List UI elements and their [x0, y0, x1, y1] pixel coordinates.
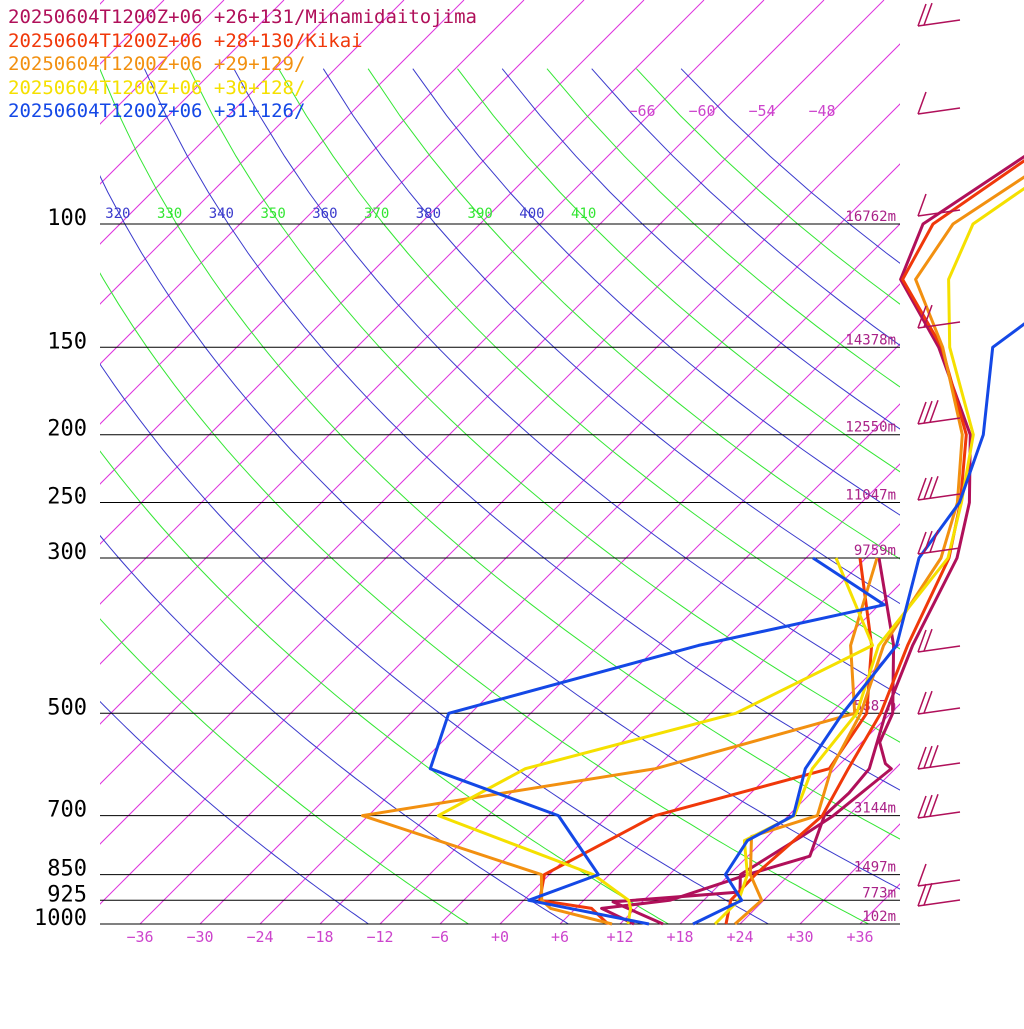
isotherm: [0, 0, 704, 924]
height-label: 9759m: [854, 543, 896, 559]
theta-label: 330: [157, 206, 182, 222]
legend-entry: 20250604T1200Z+06 +31+126/: [8, 100, 477, 124]
isotherm: [320, 0, 1024, 924]
x-tick-label: +6: [551, 928, 569, 946]
isotherm: [0, 0, 824, 924]
isotherm: [200, 0, 1024, 924]
height-label: 16762m: [845, 209, 896, 225]
x-tick-label: −12: [366, 928, 393, 946]
pressure-label: 925: [47, 882, 87, 907]
isotherm: [800, 0, 1024, 924]
x-tick-label: −18: [306, 928, 333, 946]
isotherm: [920, 0, 1024, 924]
pressure-label: 150: [47, 329, 87, 354]
height-label: 12550m: [845, 420, 896, 436]
x-tick-label: +30: [786, 928, 813, 946]
isotherm: [0, 0, 764, 924]
x-tick-label: −24: [246, 928, 273, 946]
x-tick-label: +24: [726, 928, 753, 946]
theta-label: 390: [468, 206, 493, 222]
isotherm-label: −48: [808, 102, 835, 120]
pressure-label: 850: [47, 857, 87, 882]
theta-label: 350: [260, 206, 285, 222]
wind-barb: [918, 883, 960, 906]
height-label: 1497m: [854, 860, 896, 876]
temperature-line-series-2: [735, 0, 1024, 924]
isotherm: [0, 0, 404, 924]
pressure-label: 300: [47, 540, 87, 565]
wind-barb: [918, 691, 960, 714]
height-label: 3144m: [854, 801, 896, 817]
wind-barb: [918, 629, 960, 652]
x-tick-label: +12: [606, 928, 633, 946]
wind-barb: [918, 864, 960, 886]
theta-label: 400: [519, 206, 544, 222]
legend-entry: 20250604T1200Z+06 +28+130/Kikai: [8, 30, 477, 54]
dry-adiabat: [10, 69, 868, 924]
wind-barb: [918, 476, 960, 500]
isotherm: [0, 0, 44, 924]
profiles: [362, 0, 1024, 924]
pressure-label: 100: [47, 206, 87, 231]
isotherm-label: −60: [688, 102, 715, 120]
wind-barb: [918, 745, 960, 769]
isotherm: [0, 0, 464, 924]
dry-adiabat: [0, 69, 769, 924]
isotherm: [980, 0, 1024, 924]
isotherm: [560, 0, 1024, 924]
theta-label: 360: [312, 206, 337, 222]
isotherm-label: −66: [628, 102, 655, 120]
x-tick-label: −30: [186, 928, 213, 946]
legend-entry: 20250604T1200Z+06 +29+129/: [8, 53, 477, 77]
pressure-label: 250: [47, 485, 87, 510]
x-tick-label: −36: [126, 928, 153, 946]
isotherm: [0, 0, 104, 924]
legend-entry: 20250604T1200Z+06 +26+131/Minamidaitojim…: [8, 6, 477, 30]
pressure-label: 1000: [34, 906, 87, 931]
dry-adiabat: [55, 69, 969, 924]
temperature-line-series-4: [693, 0, 1024, 924]
pressure-label: 200: [47, 417, 87, 442]
x-tick-label: +0: [491, 928, 509, 946]
wind-barbs: [918, 3, 960, 906]
pressure-label: 700: [47, 798, 87, 823]
isotherm: [260, 0, 1024, 924]
isotherm-label: −54: [748, 102, 775, 120]
isotherm: [0, 0, 164, 924]
legend: 20250604T1200Z+06 +26+131/Minamidaitojim…: [8, 6, 477, 124]
dewpoint-line-series-4: [430, 558, 884, 924]
pressure-label: 500: [47, 695, 87, 720]
wind-barb: [918, 3, 960, 26]
theta-label: 370: [364, 206, 389, 222]
isotherm: [440, 0, 1024, 924]
height-label: 11047m: [845, 488, 896, 504]
height-label: 14378m: [845, 332, 896, 348]
wind-barb: [918, 400, 960, 424]
isotherm: [0, 0, 224, 924]
legend-entry: 20250604T1200Z+06 +30+128/: [8, 77, 477, 101]
x-tick-label: −6: [431, 928, 449, 946]
theta-label: 380: [416, 206, 441, 222]
x-tick-label: +18: [666, 928, 693, 946]
height-label: 773m: [862, 885, 896, 901]
dewpoint-line-series-1: [540, 558, 872, 924]
theta-label: 340: [209, 206, 234, 222]
wind-barb: [918, 794, 960, 818]
isotherm: [0, 0, 344, 924]
dry-adiabat: [279, 69, 1024, 924]
dry-adiabat: [547, 69, 1024, 924]
theta-label: 320: [105, 206, 130, 222]
wind-barb: [918, 92, 960, 114]
x-tick-label: +36: [846, 928, 873, 946]
dry-adiabat: [189, 69, 1024, 924]
theta-label: 410: [571, 206, 596, 222]
height-label: 102m: [862, 909, 896, 925]
